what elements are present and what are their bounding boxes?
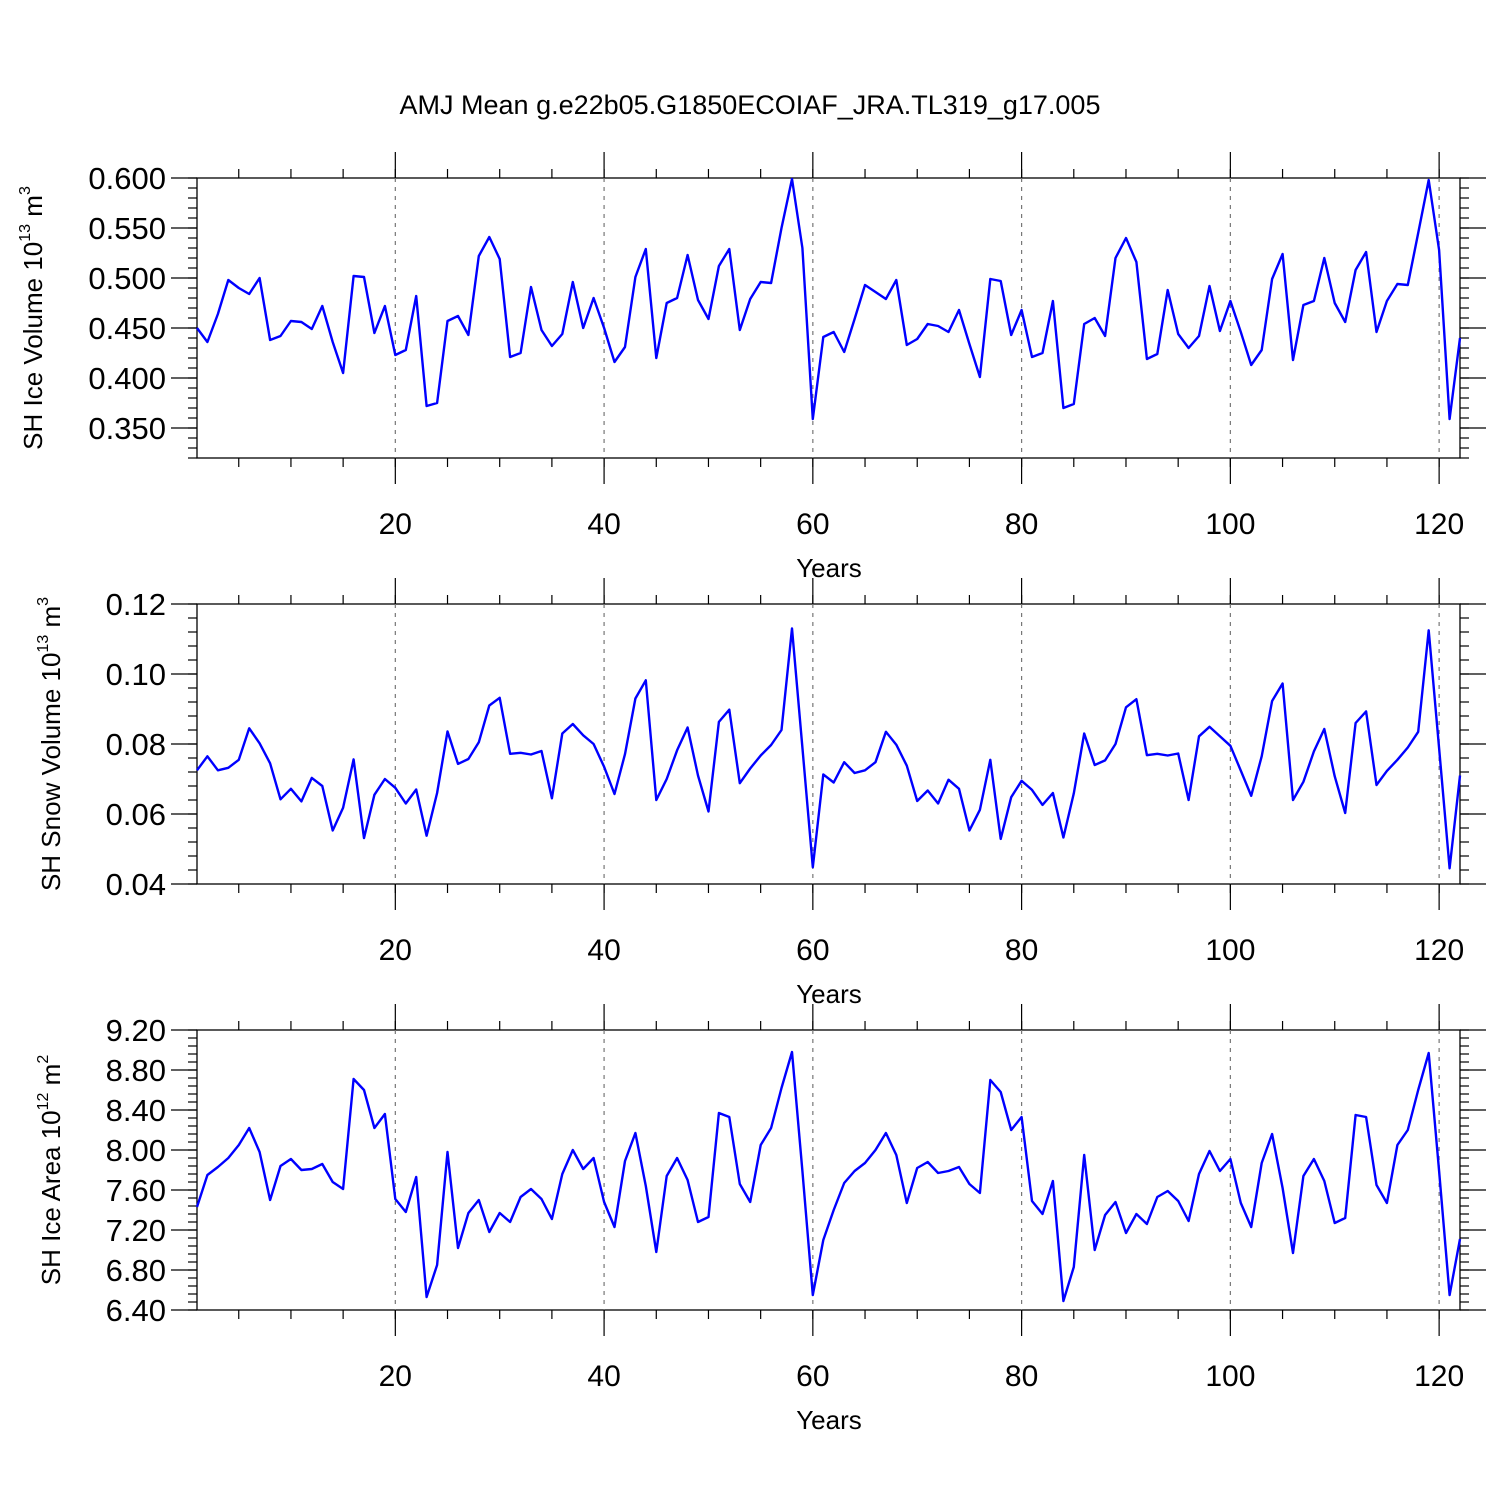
x-axis-label: Years [796, 979, 862, 1009]
x-tick-labels: 20 40 60 80 100 120 [379, 508, 1465, 541]
ice-area-line [195, 1050, 1462, 1303]
x-tick-label: 40 [587, 1360, 620, 1393]
x-tick-label: 100 [1205, 934, 1255, 967]
x-tick-labels: 20 40 60 80 100 120 [379, 934, 1465, 967]
figure-title: AMJ Mean g.e22b05.G1850ECOIAF_JRA.TL319_… [400, 90, 1101, 120]
x-tick-label: 80 [1005, 1360, 1038, 1393]
axis-ticks [171, 578, 1486, 910]
x-tick-label: 40 [587, 508, 620, 541]
y-tick-label: 0.06 [106, 797, 166, 832]
y-tick-label: 0.08 [106, 727, 166, 762]
x-tick-labels: 20 40 60 80 100 120 [379, 1360, 1465, 1393]
y-tick-label: 6.80 [106, 1253, 166, 1288]
y-tick-label: 0.600 [88, 161, 166, 196]
axis-ticks [171, 152, 1486, 484]
x-tick-label: 20 [379, 508, 412, 541]
y-axis-label: SH Snow Volume 1013 m3 [35, 597, 66, 891]
y-tick-labels: 6.40 6.80 7.20 7.60 8.00 8.40 8.80 9.20 [106, 1013, 166, 1328]
x-tick-label: 60 [796, 934, 829, 967]
x-tick-label: 60 [796, 1360, 829, 1393]
plot-frame [196, 1029, 1461, 1311]
y-tick-label: 8.80 [106, 1053, 166, 1088]
y-tick-label: 8.00 [106, 1133, 166, 1168]
x-tick-label: 120 [1414, 508, 1464, 541]
y-tick-label: 7.20 [106, 1213, 166, 1248]
y-tick-label: 0.400 [88, 361, 166, 396]
x-tick-label: 20 [379, 934, 412, 967]
x-axis-label: Years [796, 1405, 862, 1435]
y-tick-label: 0.500 [88, 261, 166, 296]
plot-frame [196, 603, 1461, 885]
x-tick-label: 120 [1414, 1360, 1464, 1393]
y-tick-label: 0.12 [106, 587, 166, 622]
panel-snow-volume: 0.04 0.06 0.08 0.10 0.12 20 40 60 80 100 120 Year… [35, 578, 1486, 1009]
y-tick-label: 6.40 [106, 1293, 166, 1328]
x-tick-label: 100 [1205, 508, 1255, 541]
y-tick-label: 8.40 [106, 1093, 166, 1128]
ice-volume-line [196, 177, 1462, 421]
y-tick-label: 0.04 [106, 867, 166, 902]
x-grid [394, 604, 1440, 884]
x-tick-label: 40 [587, 934, 620, 967]
x-tick-label: 100 [1205, 1360, 1255, 1393]
y-tick-labels: 0.350 0.400 0.450 0.500 0.550 0.600 [88, 161, 166, 446]
x-grid [394, 178, 1440, 458]
x-tick-label: 80 [1005, 508, 1038, 541]
x-tick-label: 20 [379, 1360, 412, 1393]
x-tick-label: 80 [1005, 934, 1038, 967]
x-tick-label: 60 [796, 508, 829, 541]
y-tick-label: 9.20 [106, 1013, 166, 1048]
x-tick-label: 120 [1414, 934, 1464, 967]
x-axis-label: Years [796, 553, 862, 583]
axis-ticks [171, 1004, 1486, 1336]
y-axis-label: SH Ice Area 1012 m2 [35, 1055, 66, 1286]
x-grid [394, 1030, 1440, 1310]
panel-ice-area: 6.40 6.80 7.20 7.60 8.00 8.40 8.80 9.20 20 40 60 8… [35, 1004, 1486, 1435]
panel-ice-volume: 0.350 0.400 0.450 0.500 0.550 0.600 20 40 60 80 1… [17, 152, 1486, 583]
y-tick-label: 0.350 [88, 411, 166, 446]
y-tick-label: 0.10 [106, 657, 166, 692]
y-tick-label: 7.60 [106, 1173, 166, 1208]
y-tick-label: 0.450 [88, 311, 166, 346]
y-tick-labels: 0.04 0.06 0.08 0.10 0.12 [106, 587, 166, 902]
y-tick-label: 0.550 [88, 211, 166, 246]
snow-volume-line [196, 627, 1462, 870]
y-axis-label: SH Ice Volume 1013 m3 [17, 186, 48, 450]
